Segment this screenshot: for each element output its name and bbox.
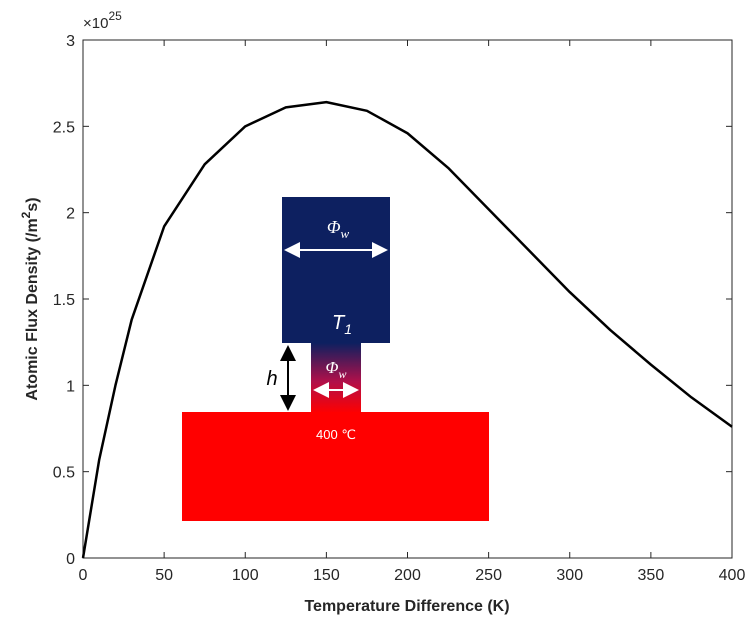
symbol: Φ bbox=[326, 358, 339, 377]
y-label-part: s) bbox=[24, 197, 41, 211]
gap-label: h bbox=[266, 368, 277, 390]
top-width-label: Φw bbox=[327, 217, 350, 241]
multiplier-exponent: 25 bbox=[108, 9, 122, 23]
top-block bbox=[282, 197, 390, 343]
multiplier: ×1025 bbox=[83, 9, 122, 32]
x-tick-label: 200 bbox=[394, 567, 421, 584]
y-tick-label: 1.5 bbox=[53, 292, 75, 309]
subscript: w bbox=[341, 226, 350, 241]
neck-width-label: Φw bbox=[326, 358, 347, 381]
x-tick-label: 150 bbox=[313, 567, 340, 584]
y-tick-label: 2.5 bbox=[53, 119, 75, 136]
subscript: 1 bbox=[344, 321, 352, 337]
x-tick-label: 400 bbox=[719, 567, 746, 584]
bottom-block bbox=[182, 412, 489, 521]
y-tick-label: 0.5 bbox=[53, 465, 75, 482]
x-tick-label: 50 bbox=[155, 567, 173, 584]
x-tick-label: 0 bbox=[79, 567, 88, 584]
x-axis-label: Temperature Difference (K) bbox=[304, 598, 509, 615]
y-label-sup: 2 bbox=[19, 211, 33, 218]
data-line bbox=[81, 100, 733, 559]
symbol: T bbox=[332, 312, 346, 334]
x-tick-label: 300 bbox=[556, 567, 583, 584]
x-tick-label: 100 bbox=[232, 567, 259, 584]
multiplier-base: ×10 bbox=[83, 15, 108, 32]
inset-diagram: Φw T1 Φw h 400 ℃ bbox=[182, 197, 489, 521]
y-tick-label: 0 bbox=[66, 551, 75, 568]
y-tick-label: 1 bbox=[66, 378, 75, 395]
x-tick-label: 350 bbox=[638, 567, 665, 584]
y-label-part: Atomic Flux Density (/m bbox=[24, 218, 41, 400]
subscript: w bbox=[338, 367, 346, 381]
neck bbox=[311, 343, 361, 413]
x-tick-label: 250 bbox=[475, 567, 502, 584]
y-tick-label: 3 bbox=[66, 33, 75, 50]
bottom-temp-label: 400 ℃ bbox=[316, 427, 356, 442]
y-tick-label: 2 bbox=[66, 206, 75, 223]
symbol: Φ bbox=[327, 217, 341, 237]
top-temp-label: T1 bbox=[332, 312, 352, 337]
y-axis-label: Atomic Flux Density (/m2s) bbox=[19, 197, 41, 400]
